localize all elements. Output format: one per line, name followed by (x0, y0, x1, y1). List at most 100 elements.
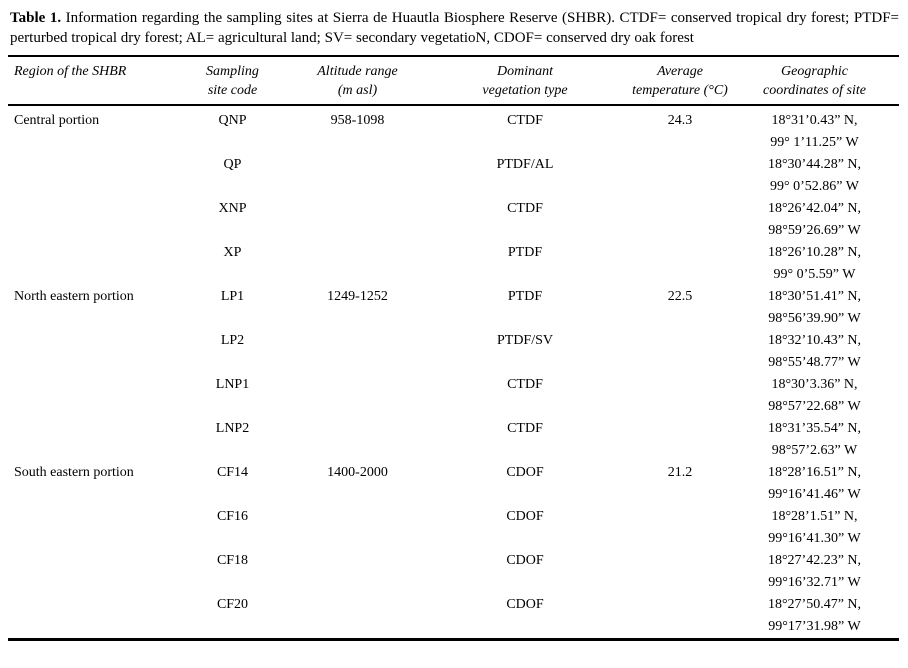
altitude-cell (295, 418, 420, 462)
header-line: vegetation type (482, 83, 568, 98)
coordinates-cell: 18°31’0.43” N, 99° 1’11.25” W (730, 105, 899, 154)
coordinates-cell: 18°28’1.51” N, 99°16’41.30” W (730, 506, 899, 550)
region-cell: South eastern portion (14, 465, 134, 480)
table-row: North eastern portion LP1 1249-1252 PTDF… (8, 286, 899, 330)
coordinate-line: 18°30’44.28” N, (767, 157, 862, 172)
coordinate-line: 99°16’32.71” W (768, 575, 861, 590)
altitude-cell: 958-1098 (330, 113, 385, 128)
altitude-cell (295, 330, 420, 374)
site-code-cell: CF20 (216, 597, 249, 612)
altitude-cell (295, 242, 420, 286)
header-line: Geographic (781, 64, 848, 79)
altitude-cell: 1400-2000 (327, 465, 388, 480)
site-code-cell: CF18 (216, 553, 249, 568)
table-caption: Table 1. Information regarding the sampl… (0, 0, 908, 48)
temperature-cell (630, 330, 730, 374)
vegetation-cell: CDOF (506, 509, 544, 524)
header-line: Dominant (497, 64, 553, 79)
region-cell: North eastern portion (14, 289, 134, 304)
col-header-altitude: Altitude range (m asl) (295, 56, 420, 106)
coordinate-line: 18°27’50.47” N, (767, 597, 862, 612)
coordinate-line: 18°32’10.43” N, (767, 333, 862, 348)
table-row: Central portion QNP 958-1098 CTDF 24.3 1… (8, 105, 899, 154)
temperature-cell (630, 198, 730, 242)
vegetation-cell: CTDF (507, 377, 543, 392)
coordinate-line: 18°31’0.43” N, (771, 113, 858, 128)
coordinates-cell: 18°30’44.28” N, 99° 0’52.86” W (730, 154, 899, 198)
table-body: Central portion QNP 958-1098 CTDF 24.3 1… (8, 105, 899, 640)
header-row: Region of the SHBR Sampling site code Al… (8, 56, 899, 106)
temperature-cell (630, 374, 730, 418)
coordinate-line: 18°30’3.36” N, (771, 377, 858, 392)
site-code-cell: LP2 (220, 333, 245, 348)
altitude-cell: 1249-1252 (327, 289, 388, 304)
vegetation-cell: PTDF (507, 289, 543, 304)
temperature-cell (630, 594, 730, 640)
coordinates-cell: 18°26’42.04” N, 98°59’26.69” W (730, 198, 899, 242)
coordinate-line: 98°56’39.90” W (768, 311, 861, 326)
coordinates-cell: 18°27’50.47” N, 99°17’31.98” W (730, 594, 899, 640)
header-line: site code (207, 83, 258, 98)
coordinate-line: 18°28’1.51” N, (771, 509, 858, 524)
altitude-cell (295, 594, 420, 640)
site-code-cell: QP (223, 157, 242, 172)
coordinate-line: 18°26’10.28” N, (767, 245, 862, 260)
coordinate-line: 99°17’31.98” W (768, 619, 861, 634)
coordinate-line: 99°16’41.30” W (768, 531, 861, 546)
header-line: temperature (°C) (632, 83, 728, 98)
sampling-sites-table: Region of the SHBR Sampling site code Al… (8, 55, 899, 641)
site-code-cell: LNP2 (215, 421, 250, 436)
vegetation-cell: CTDF (507, 421, 543, 436)
table-row: South eastern portion CF14 1400-2000 CDO… (8, 462, 899, 506)
region-cell: Central portion (14, 113, 100, 128)
temperature-cell (630, 550, 730, 594)
coordinate-line: 18°26’42.04” N, (767, 201, 862, 216)
vegetation-cell: PTDF (507, 245, 543, 260)
region-cell (8, 374, 170, 418)
site-code-cell: QNP (218, 113, 247, 128)
vegetation-cell: CTDF (507, 201, 543, 216)
coordinates-cell: 18°30’51.41” N, 98°56’39.90” W (730, 286, 899, 330)
temperature-cell (630, 242, 730, 286)
altitude-cell (295, 550, 420, 594)
col-header-vegetation: Dominant vegetation type (420, 56, 630, 106)
table-row: XNP CTDF 18°26’42.04” N, 98°59’26.69” W (8, 198, 899, 242)
col-header-coordinates: Geographic coordinates of site (730, 56, 899, 106)
coordinates-cell: 18°27’42.23” N, 99°16’32.71” W (730, 550, 899, 594)
coordinates-cell: 18°28’16.51” N, 99°16’41.46” W (730, 462, 899, 506)
region-cell (8, 594, 170, 640)
coordinates-cell: 18°30’3.36” N, 98°57’22.68” W (730, 374, 899, 418)
table-header: Region of the SHBR Sampling site code Al… (8, 56, 899, 106)
coordinate-line: 98°57’22.68” W (768, 399, 861, 414)
region-cell (8, 330, 170, 374)
site-code-cell: CF14 (216, 465, 249, 480)
region-cell (8, 418, 170, 462)
col-header-region: Region of the SHBR (8, 56, 170, 106)
altitude-cell (295, 154, 420, 198)
coordinate-line: 18°30’51.41” N, (767, 289, 862, 304)
header-line: Region of the SHBR (14, 64, 127, 79)
site-code-cell: LP1 (220, 289, 245, 304)
header-line: Average (657, 64, 703, 79)
altitude-cell (295, 506, 420, 550)
coordinate-line: 99° 0’5.59” W (773, 267, 856, 282)
site-code-cell: LNP1 (215, 377, 250, 392)
coordinate-line: 98°59’26.69” W (768, 223, 861, 238)
region-cell (8, 198, 170, 242)
coordinate-line: 99°16’41.46” W (768, 487, 861, 502)
region-cell (8, 154, 170, 198)
altitude-cell (295, 374, 420, 418)
coordinates-cell: 18°31’35.54” N, 98°57’2.63” W (730, 418, 899, 462)
coordinate-line: 99° 0’52.86” W (770, 179, 859, 194)
temperature-cell (630, 418, 730, 462)
caption-text: Information regarding the sampling sites… (10, 10, 900, 46)
vegetation-cell: CDOF (506, 465, 544, 480)
site-code-cell: CF16 (216, 509, 249, 524)
col-header-temperature: Average temperature (°C) (630, 56, 730, 106)
header-line: (m asl) (337, 83, 378, 98)
table-row: CF20 CDOF 18°27’50.47” N, 99°17’31.98” W (8, 594, 899, 640)
header-line: Altitude range (317, 64, 398, 79)
table-row: LNP2 CTDF 18°31’35.54” N, 98°57’2.63” W (8, 418, 899, 462)
table-row: LNP1 CTDF 18°30’3.36” N, 98°57’22.68” W (8, 374, 899, 418)
